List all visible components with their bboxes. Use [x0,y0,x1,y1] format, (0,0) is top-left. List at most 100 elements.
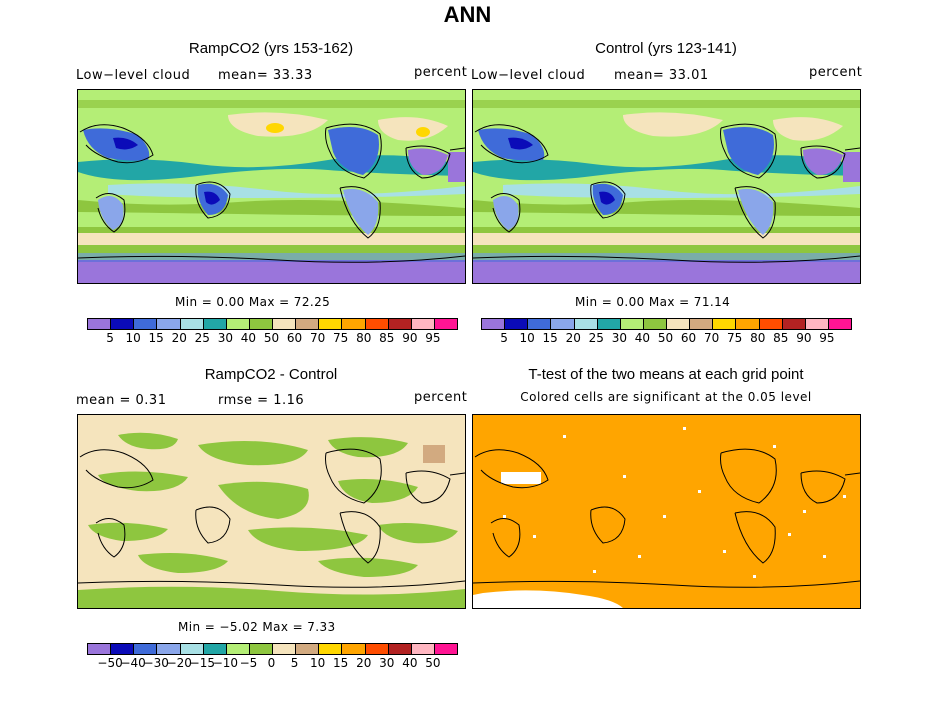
colorbar-swatch [759,319,783,329]
colorbar-swatch [111,319,135,329]
colorbar-tick-label: 5 [290,656,299,670]
colorbar-swatch [736,319,760,329]
colorbar-swatch [667,319,691,329]
colorbar-tick-label: 20 [356,656,372,670]
colorbar-swatch [157,319,181,329]
colorbar-tick-label: 30 [379,656,395,670]
colorbar-swatch [388,644,412,654]
colorbar-swatch [574,319,598,329]
colorbar-swatch [226,644,250,654]
colorbar-swatch [273,644,297,654]
colorbar-tick-label: 10 [519,331,535,345]
colorbar-swatch [411,644,435,654]
colorbar-swatch [434,644,457,654]
colorbar-swatch [620,319,644,329]
control-colorbar [481,318,852,330]
colorbar-swatch [482,319,506,329]
colorbar-tick-label: 75 [727,331,743,345]
diff-cloud-map [77,414,466,609]
colorbar-swatch [111,644,135,654]
colorbar-swatch [203,319,227,329]
control-mean: mean= 33.01 [614,68,709,83]
control-units: percent [809,65,863,80]
ramp-mean: mean= 33.33 [218,68,313,83]
control-min-max: Min = 0.00 Max = 71.14 [575,295,731,309]
colorbar-swatch [828,319,851,329]
colorbar-tick-label: 30 [217,331,234,345]
colorbar-swatch [249,644,273,654]
diff-min-max: Min = −5.02 Max = 7.33 [178,620,336,634]
colorbar-swatch [713,319,737,329]
colorbar-tick-label: 10 [125,331,141,345]
colorbar-swatch [88,319,112,329]
ttest-significance-map [472,414,861,609]
colorbar-swatch [505,319,529,329]
colorbar-tick-label: 90 [796,331,812,345]
colorbar-swatch [365,319,389,329]
colorbar-swatch [296,644,320,654]
colorbar-swatch [134,644,158,654]
colorbar-tick-label: 40 [402,656,418,670]
colorbar-tick-label: 25 [194,331,210,345]
colorbar-tick-label: 80 [750,331,766,345]
colorbar-swatch [528,319,552,329]
colorbar-swatch [180,319,204,329]
colorbar-tick-label: −30 [143,656,169,670]
colorbar-tick-label: −10 [212,656,239,670]
diff-mean: mean = 0.31 [76,393,167,408]
colorbar-tick-label: 80 [356,331,372,345]
colorbar-tick-label: 75 [333,331,349,345]
colorbar-swatch [434,319,457,329]
ttest-panel-title: T-test of the two means at each grid poi… [528,366,804,383]
diff-rmse: rmse = 1.16 [218,393,305,408]
control-variable-label: Low−level cloud [471,68,586,83]
colorbar-tick-label: 40 [634,331,651,345]
colorbar-tick-label: 20 [171,331,187,345]
colorbar-tick-label: 90 [402,331,418,345]
colorbar-tick-label: 0 [267,656,276,670]
colorbar-tick-label: 70 [309,331,326,345]
figure-title: ANN [443,2,492,27]
colorbar-tick-label: 50 [657,331,674,345]
control-cloud-map [472,89,861,284]
colorbar-tick-label: 60 [286,331,303,345]
colorbar-swatch [365,644,389,654]
colorbar-swatch [342,319,366,329]
colorbar-tick-label: 25 [588,331,604,345]
colorbar-tick-label: 95 [425,331,441,345]
colorbar-tick-label: −50 [97,656,123,670]
colorbar-swatch [273,319,297,329]
ramp-variable-label: Low−level cloud [76,68,191,83]
colorbar-swatch [388,319,412,329]
ramp-units: percent [414,65,468,80]
colorbar-tick-label: 15 [542,331,558,345]
colorbar-tick-label: 30 [611,331,628,345]
colorbar-swatch [342,644,366,654]
ramp-cloud-map [77,89,466,284]
colorbar-swatch [643,319,667,329]
ttest-subtitle: Colored cells are significant at the 0.0… [520,390,812,404]
colorbar-swatch [319,644,343,654]
colorbar-swatch [551,319,575,329]
control-panel-title: Control (yrs 123-141) [595,40,737,57]
colorbar-swatch [690,319,714,329]
colorbar-tick-label: 40 [240,331,257,345]
colorbar-swatch [249,319,273,329]
colorbar-tick-label: −20 [166,656,192,670]
colorbar-swatch [296,319,320,329]
diff-colorbar [87,643,458,655]
colorbar-swatch [180,644,204,654]
colorbar-swatch [319,319,343,329]
diff-panel-title: RampCO2 - Control [204,366,338,383]
colorbar-swatch [805,319,829,329]
colorbar-tick-label: 85 [773,331,789,345]
colorbar-swatch [88,644,112,654]
colorbar-tick-label: 50 [425,656,441,670]
colorbar-tick-label: 20 [565,331,581,345]
colorbar-tick-label: 5 [500,331,508,345]
colorbar-tick-label: 5 [106,331,114,345]
ramp-colorbar [87,318,458,330]
colorbar-tick-label: −15 [189,656,215,670]
colorbar-swatch [157,644,181,654]
colorbar-tick-label: −40 [120,656,146,670]
